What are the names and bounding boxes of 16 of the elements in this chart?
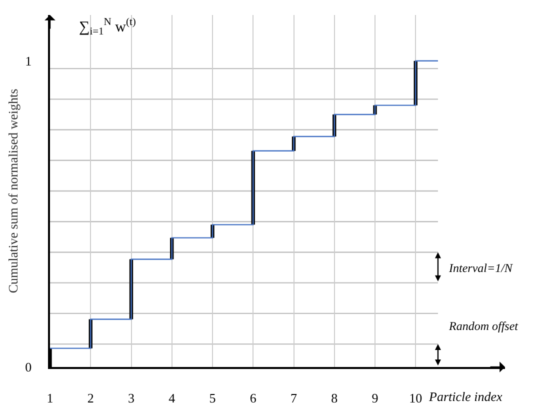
x-tick-label: 4 — [168, 390, 176, 406]
annotation: Interval=1/N — [448, 261, 514, 275]
x-tick-label: 5 — [209, 390, 216, 406]
x-tick-label: 2 — [87, 390, 94, 406]
y-axis-title: Cumulative sum of normalised weights — [6, 88, 21, 294]
y-tick-label: 0 — [25, 360, 32, 375]
annotation: ∑$_{i=1}$$^{N}$ w$^{(t)}$ — [79, 17, 136, 38]
x-tick-label: 3 — [128, 390, 134, 406]
annotation: Random offset — [448, 319, 519, 333]
x-tick-label: 7 — [290, 390, 298, 406]
x-tick-label: 9 — [372, 390, 378, 406]
x-axis-title: Particle index — [428, 389, 503, 404]
x-tick-label: 10 — [409, 390, 422, 406]
x-tick-label: 8 — [331, 390, 338, 406]
x-tick-label: 6 — [250, 390, 257, 406]
x-tick-label: 1 — [46, 390, 54, 406]
